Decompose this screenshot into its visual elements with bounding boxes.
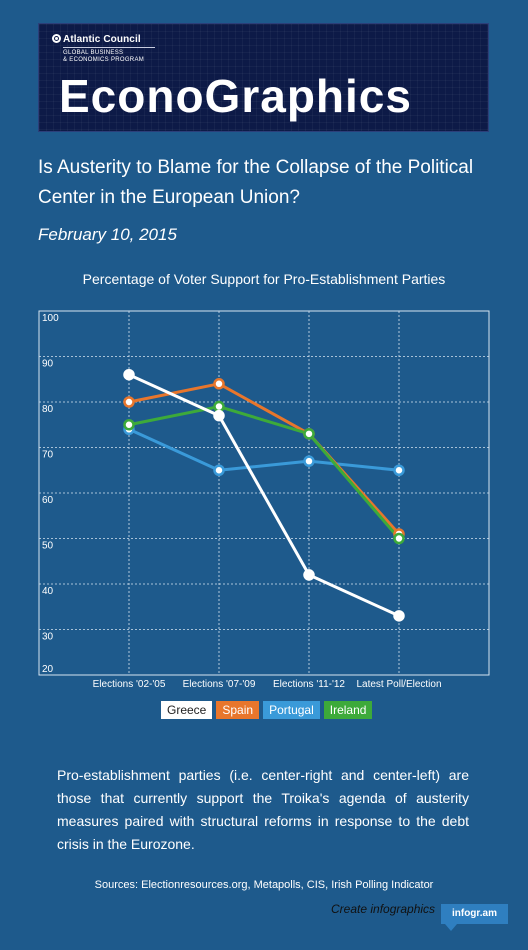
- y-tick-label: 30: [42, 632, 54, 643]
- series-line-ireland: [128, 405, 401, 540]
- y-tick-label: 80: [42, 404, 54, 415]
- legend-item-spain: Spain: [216, 701, 260, 719]
- program-line-2: & ECONOMICS PROGRAM: [63, 57, 145, 63]
- data-point-greece: [393, 610, 405, 622]
- y-tick-label: 100: [42, 313, 59, 324]
- data-point-portugal: [303, 455, 315, 467]
- program-line-1: GLOBAL BUSINESS: [63, 50, 124, 56]
- data-point-spain: [123, 396, 135, 408]
- data-point-greece: [213, 409, 225, 422]
- data-point-ireland: [303, 428, 315, 440]
- chart-title: Percentage of Voter Support for Pro-Esta…: [82, 271, 446, 287]
- y-tick-label: 70: [42, 450, 54, 461]
- data-point-greece: [303, 569, 315, 581]
- y-tick-label: 40: [42, 586, 54, 597]
- create-infographics-link[interactable]: Create infographics: [331, 902, 436, 916]
- series-line-portugal: [128, 427, 400, 472]
- series-line-greece: [128, 373, 400, 618]
- org-name: Atlantic Council: [63, 34, 141, 45]
- x-tick-label: Elections '02-'05: [93, 679, 166, 690]
- chart-legend: Greece Spain Portugal Ireland: [161, 701, 373, 719]
- y-tick-label: 50: [42, 541, 54, 552]
- data-point-spain: [213, 378, 225, 390]
- page-title: Is Austerity to Blame for the Collapse o…: [38, 157, 474, 208]
- data-point-greece: [123, 368, 135, 381]
- data-point-portugal: [213, 464, 225, 476]
- legend-item-portugal: Portugal: [263, 701, 320, 719]
- publish-date: February 10, 2015: [38, 225, 177, 244]
- x-tick-label: Elections '07-'09: [183, 679, 256, 690]
- divider: [63, 47, 155, 48]
- program-name: GLOBAL BUSINESS & ECONOMICS PROGRAM: [63, 50, 144, 64]
- data-point-portugal: [393, 464, 405, 476]
- data-point-ireland: [393, 532, 405, 545]
- x-tick-label: Latest Poll/Election: [356, 679, 441, 690]
- description-text: Pro-establishment parties (i.e. center-r…: [57, 767, 469, 852]
- y-tick-label: 60: [42, 495, 54, 506]
- infogram-badge[interactable]: infogr.am: [441, 904, 508, 931]
- legend-item-greece: Greece: [161, 701, 213, 719]
- header-banner: Atlantic Council GLOBAL BUSINESS & ECONO…: [38, 23, 489, 132]
- globe-icon: [52, 34, 61, 43]
- series-line-spain: [128, 382, 401, 535]
- sources-text: Sources: Electionresources.org, Metapoll…: [94, 879, 434, 891]
- line-chart: 20 30 40 50 60 70 80 90 100 Elections '02-'05 Elec…: [38, 310, 490, 690]
- y-tick-label: 20: [42, 664, 54, 675]
- brand-logo: EconoGraphics: [59, 70, 412, 122]
- x-tick-label: Elections '11-'12: [273, 679, 345, 690]
- data-point-ireland: [213, 400, 225, 413]
- y-tick-label: 90: [42, 359, 54, 370]
- legend-item-ireland: Ireland: [323, 701, 373, 719]
- data-point-ireland: [123, 419, 135, 431]
